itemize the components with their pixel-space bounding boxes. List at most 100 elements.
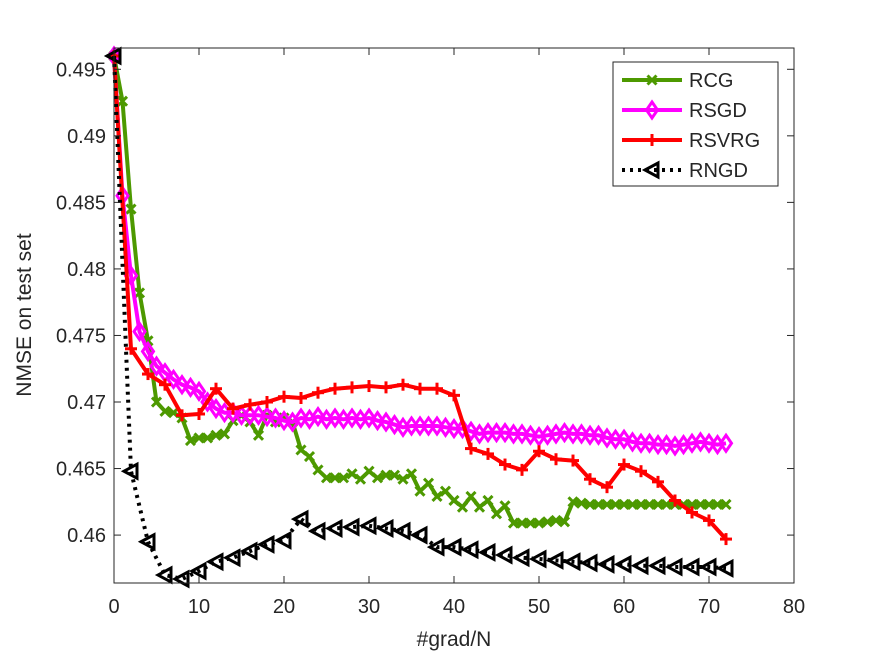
data-point-rsgd bbox=[268, 407, 283, 429]
data-point-rcg bbox=[643, 498, 656, 511]
data-point-rsvrg bbox=[635, 465, 647, 478]
legend-marker-rcg bbox=[646, 74, 658, 86]
data-point-rsvrg bbox=[720, 533, 732, 546]
data-point-rngd bbox=[222, 548, 241, 568]
legend-label-rcg: RCG bbox=[689, 70, 733, 92]
data-point-rngd bbox=[494, 545, 513, 565]
y-tick-label: 0.47 bbox=[67, 392, 106, 414]
data-point-rsgd bbox=[701, 432, 717, 454]
data-point-rcg bbox=[626, 498, 639, 511]
data-point-rsvrg bbox=[601, 481, 613, 494]
data-point-rcg bbox=[125, 203, 137, 215]
data-point-rsvrg bbox=[176, 409, 188, 422]
data-point-rsvrg bbox=[397, 378, 409, 391]
data-point-rsvrg bbox=[533, 445, 545, 458]
data-point-rsvrg bbox=[686, 506, 698, 519]
legend-marker-rngd bbox=[641, 160, 660, 180]
y-tick-label: 0.485 bbox=[56, 192, 106, 214]
data-point-rsvrg bbox=[346, 381, 358, 394]
data-point-rngd bbox=[698, 557, 717, 577]
data-point-rcg bbox=[473, 501, 486, 513]
data-point-rcg bbox=[490, 508, 503, 520]
data-point-rsvrg bbox=[465, 442, 477, 455]
data-point-rsvrg bbox=[244, 398, 256, 411]
y-tick-label: 0.49 bbox=[67, 126, 106, 148]
y-tick-label: 0.475 bbox=[56, 325, 106, 347]
data-point-rsvrg bbox=[567, 454, 579, 467]
data-point-rngd bbox=[273, 530, 292, 550]
data-point-rngd bbox=[256, 534, 275, 554]
data-point-rcg bbox=[295, 444, 307, 456]
data-point-rngd bbox=[120, 461, 139, 481]
x-tick-label: 60 bbox=[613, 596, 635, 618]
data-point-rcg bbox=[414, 485, 426, 497]
data-point-rcg bbox=[686, 498, 698, 511]
series-rcg bbox=[108, 50, 732, 529]
data-point-rsgd bbox=[429, 415, 445, 437]
data-point-rngd bbox=[324, 518, 343, 538]
data-point-rcg bbox=[193, 432, 205, 444]
legend-entry-rcg: RCG bbox=[622, 70, 733, 92]
data-point-rcg bbox=[150, 396, 163, 408]
data-point-rngd bbox=[579, 553, 598, 573]
data-point-rsvrg bbox=[703, 514, 715, 527]
data-point-rcg bbox=[184, 435, 197, 447]
data-point-rngd bbox=[290, 509, 309, 529]
series-rsgd bbox=[106, 45, 734, 457]
data-point-rsgd bbox=[191, 380, 207, 403]
x-tick-label: 40 bbox=[443, 596, 465, 618]
data-point-rcg bbox=[499, 500, 511, 512]
data-point-rngd bbox=[239, 541, 258, 561]
data-point-rsgd bbox=[599, 427, 615, 449]
data-point-rcg bbox=[516, 517, 528, 529]
series-rngd bbox=[103, 46, 734, 589]
data-point-rcg bbox=[303, 451, 316, 463]
data-point-rsgd bbox=[174, 374, 190, 396]
data-point-rngd bbox=[426, 537, 445, 557]
data-point-rsvrg bbox=[669, 494, 681, 507]
data-point-rsvrg bbox=[193, 407, 205, 420]
data-point-rngd bbox=[188, 561, 207, 581]
data-point-rsvrg bbox=[431, 382, 443, 395]
data-point-rcg bbox=[575, 497, 588, 509]
y-axis-label: NMSE on test set bbox=[13, 233, 36, 397]
data-point-rcg bbox=[371, 472, 384, 484]
data-point-rsgd bbox=[387, 413, 402, 436]
data-point-rsvrg bbox=[210, 382, 222, 395]
data-point-rngd bbox=[392, 521, 411, 541]
legend-marker-rsgd bbox=[644, 99, 660, 121]
data-point-rsvrg bbox=[652, 475, 664, 488]
data-point-rcg bbox=[422, 477, 435, 489]
data-point-rcg bbox=[363, 465, 375, 477]
data-point-rcg bbox=[524, 517, 537, 529]
data-point-rsgd bbox=[438, 416, 453, 438]
data-point-rsvrg bbox=[295, 392, 307, 405]
data-point-rsvrg bbox=[159, 378, 171, 391]
data-point-rcg bbox=[337, 472, 350, 484]
data-point-rcg bbox=[329, 472, 341, 484]
data-point-rsvrg bbox=[227, 402, 239, 415]
data-point-rngd bbox=[647, 556, 666, 576]
data-point-rngd bbox=[545, 550, 564, 570]
data-point-rcg bbox=[482, 494, 494, 507]
data-point-rsvrg bbox=[448, 389, 460, 402]
data-point-rcg bbox=[210, 429, 222, 441]
series-rsvrg bbox=[108, 49, 732, 546]
data-point-rcg bbox=[201, 432, 214, 444]
data-point-rcg bbox=[431, 490, 443, 503]
data-point-rngd bbox=[596, 554, 615, 574]
data-point-rsvrg bbox=[329, 382, 341, 395]
y-tick-label: 0.48 bbox=[67, 259, 106, 281]
x-axis: 0 10 20 30 40 50 60 70 80 bbox=[108, 48, 805, 618]
data-point-rngd bbox=[664, 557, 683, 577]
data-point-rngd bbox=[409, 525, 428, 545]
data-point-rsvrg bbox=[125, 342, 137, 355]
data-point-rsgd bbox=[642, 432, 657, 454]
data-point-rcg bbox=[116, 95, 129, 107]
x-tick-label: 20 bbox=[273, 596, 295, 618]
y-tick-label: 0.495 bbox=[56, 59, 106, 81]
data-point-rsgd bbox=[557, 421, 572, 444]
data-point-rsgd bbox=[132, 320, 147, 343]
data-point-rsvrg bbox=[516, 463, 528, 476]
legend: RCG RSGD RSVRG RNGD bbox=[612, 61, 779, 187]
